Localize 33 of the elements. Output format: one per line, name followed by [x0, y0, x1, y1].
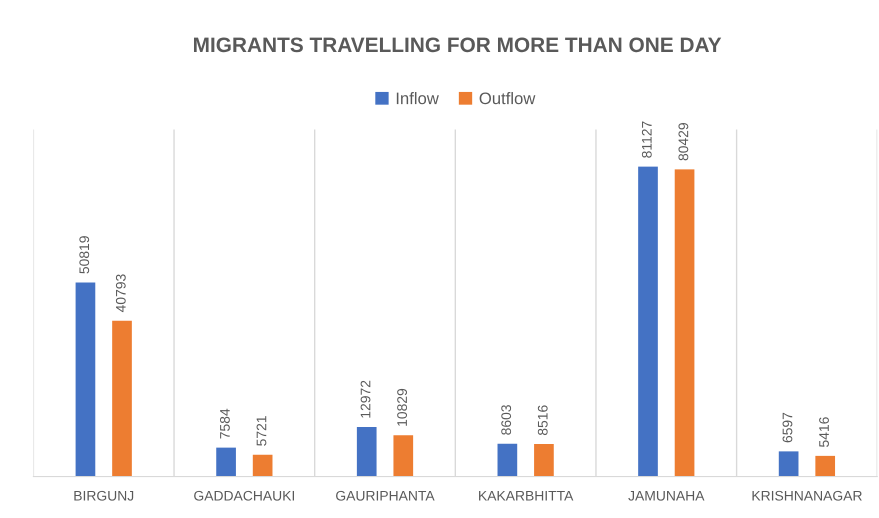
bar — [252, 454, 272, 477]
bar — [76, 282, 96, 477]
bar — [356, 427, 377, 477]
data-label: 5416 — [819, 417, 829, 447]
bar — [534, 444, 554, 477]
data-label: 81127 — [642, 121, 652, 158]
x-tick-label: KRISHNANAGAR — [752, 490, 862, 501]
legend-label: Outflow — [480, 92, 536, 104]
bar — [216, 448, 236, 477]
bar — [393, 435, 414, 477]
bar — [815, 456, 836, 477]
x-tick-label: KAKARBHITTA — [479, 490, 574, 501]
data-label: 80429 — [678, 123, 688, 160]
bar — [498, 444, 518, 477]
data-label: 8603 — [501, 405, 512, 435]
x-tick-label: BIRGUNJ — [74, 490, 134, 501]
data-label: 12972 — [360, 380, 370, 418]
data-label: 10829 — [397, 388, 408, 426]
bar — [778, 451, 798, 477]
bar — [638, 166, 658, 477]
x-tick-label: JAMUNAHA — [628, 490, 704, 501]
data-label: 40793 — [116, 274, 126, 312]
data-label: 6597 — [782, 412, 792, 442]
data-label: 8516 — [538, 405, 548, 436]
x-tick-label: GAURIPHANTA — [336, 490, 435, 501]
x-tick-label: GADDACHAUKI — [194, 490, 294, 501]
data-label: 5721 — [256, 416, 266, 446]
bar — [674, 169, 694, 477]
data-label: 50819 — [79, 236, 90, 274]
legend-label: Inflow — [396, 92, 439, 104]
data-label: 7584 — [220, 408, 230, 439]
bar — [112, 320, 132, 477]
chart-title: MIGRANTS TRAVELLING FOR MORE THAN ONE DAY — [194, 37, 722, 52]
